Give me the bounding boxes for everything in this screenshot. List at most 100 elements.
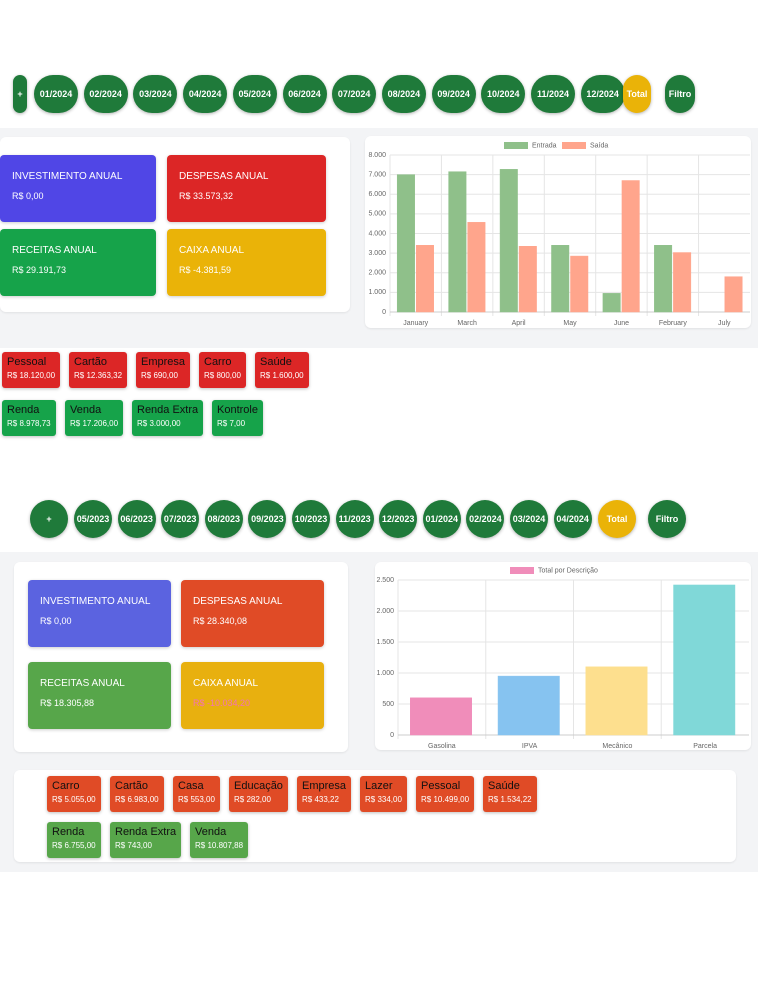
category-tag[interactable]: Lazer R$ 334,00 [360, 776, 407, 812]
period-button[interactable]: 12/2024 [580, 75, 625, 113]
chart: 0 500 1.000 1.500 2.000 2.500 Gasolina IPVA Mecâ… [376, 567, 749, 750]
period-button[interactable]: 02/2024 [83, 75, 128, 113]
period-button[interactable]: 06/2023 [117, 500, 156, 538]
category-tag[interactable]: Venda R$ 17.206,00 [65, 400, 124, 436]
period-button[interactable]: 10/2024 [481, 75, 526, 113]
category-tag[interactable]: Pessoal R$ 18.120,00 [2, 352, 61, 388]
tag-name: Carro [204, 356, 232, 368]
tag-name: Carro [52, 780, 80, 792]
period-button[interactable]: 02/2024 [466, 500, 505, 538]
period-button[interactable]: 04/2024 [183, 75, 228, 113]
legend-swatch [562, 142, 586, 149]
tag-value: R$ 17.206,00 [70, 419, 119, 428]
period-button[interactable]: 12/2023 [379, 500, 418, 538]
period-button[interactable]: 10/2023 [292, 500, 330, 538]
bar [654, 245, 673, 313]
tag-name: Renda Extra [115, 826, 177, 838]
category-tag[interactable]: Educação R$ 282,00 [229, 776, 288, 812]
period-button[interactable]: + [13, 75, 27, 113]
tag-value: R$ 282,00 [234, 795, 271, 804]
category-tag[interactable]: Renda Extra R$ 3.000,00 [132, 400, 204, 436]
x-tick-label: Gasolina [428, 743, 456, 750]
period-button[interactable]: 08/2024 [381, 75, 426, 113]
period-button[interactable]: 05/2023 [74, 500, 112, 538]
tag-name: Pessoal [421, 780, 461, 792]
summary-card: CAIXA ANUAL R$ -10.034,20 [181, 662, 324, 729]
period-button[interactable]: Filtro [648, 500, 686, 538]
category-tag[interactable]: Saúde R$ 1.534,22 [483, 776, 537, 812]
period-button[interactable]: 05/2024 [232, 75, 277, 113]
summary-card: RECEITAS ANUAL R$ 29.191,73 [0, 229, 156, 296]
period-button[interactable]: 07/2023 [161, 500, 200, 538]
y-tick-label: 7.000 [368, 171, 386, 178]
tag-value: R$ 5.055,00 [52, 795, 96, 804]
card-title: DESPESAS ANUAL [179, 171, 269, 182]
period-button[interactable]: 08/2023 [204, 500, 243, 538]
card-title: CAIXA ANUAL [179, 245, 245, 256]
x-tick-label: Mecânico [602, 743, 632, 750]
period-button[interactable]: 07/2024 [332, 75, 377, 113]
category-tag[interactable]: Pessoal R$ 10.499,00 [416, 776, 475, 812]
period-button[interactable]: 01/2024 [422, 500, 461, 538]
y-tick-label: 2.500 [376, 577, 394, 584]
y-tick-label: 1.000 [368, 289, 386, 296]
period-button[interactable]: Total [623, 75, 651, 113]
y-tick-label: 0 [382, 309, 386, 316]
period-button[interactable]: Filtro [665, 75, 695, 113]
legend-swatch [504, 142, 528, 149]
y-tick-label: 6.000 [368, 191, 386, 198]
x-tick-label: July [718, 320, 731, 327]
category-tag[interactable]: Renda R$ 8.978,73 [2, 400, 56, 436]
category-tag[interactable]: Carro R$ 5.055,00 [47, 776, 101, 812]
card-value: R$ 33.573,32 [179, 191, 234, 201]
card-value: R$ 28.340,08 [193, 616, 248, 626]
period-button[interactable]: 03/2024 [510, 500, 548, 538]
period-button[interactable]: 03/2024 [133, 75, 178, 113]
tag-name: Cartão [74, 356, 108, 368]
tag-value: R$ 6.755,00 [52, 841, 96, 850]
tag-name: Venda [195, 826, 227, 838]
category-tag[interactable]: Empresa R$ 690,00 [136, 352, 191, 388]
period-button[interactable]: 11/2023 [335, 500, 374, 538]
category-tag[interactable]: Casa R$ 553,00 [173, 776, 220, 812]
period-button[interactable]: 01/2024 [34, 75, 78, 113]
bar [518, 246, 537, 313]
summary-card: INVESTIMENTO ANUAL R$ 0,00 [28, 580, 171, 647]
category-tag[interactable]: Renda R$ 6.755,00 [47, 822, 101, 858]
tag-value: R$ 743,00 [115, 841, 152, 850]
summary-card: CAIXA ANUAL R$ -4.381,59 [167, 229, 326, 296]
category-tag[interactable]: Kontrole R$ 7,00 [212, 400, 263, 436]
category-tag[interactable]: Carro R$ 800,00 [199, 352, 246, 388]
tag-name: Lazer [365, 780, 393, 792]
period-button[interactable]: + [30, 500, 68, 538]
bar [673, 584, 736, 736]
y-tick-label: 500 [382, 701, 394, 708]
period-button[interactable]: 04/2024 [553, 500, 592, 538]
period-button[interactable]: 06/2024 [282, 75, 327, 113]
category-tag[interactable]: Saúde R$ 1.600,00 [255, 352, 309, 388]
category-tag[interactable]: Empresa R$ 433,22 [297, 776, 352, 812]
bar [673, 252, 692, 313]
tag-value: R$ 12.363,32 [74, 371, 123, 380]
tag-name: Pessoal [7, 356, 47, 368]
period-button[interactable]: 09/2023 [248, 500, 287, 538]
tag-name: Cartão [115, 780, 149, 792]
y-tick-label: 2.000 [368, 270, 386, 277]
tag-value: R$ 800,00 [204, 371, 241, 380]
tag-value: R$ 6.983,00 [115, 795, 159, 804]
legend-label: Entrada [532, 142, 557, 149]
period-button[interactable]: 11/2024 [531, 75, 575, 113]
x-tick-label: April [512, 320, 526, 327]
period-button[interactable]: Total [598, 500, 636, 538]
category-tag[interactable]: Cartão R$ 12.363,32 [69, 352, 128, 388]
period-button[interactable]: 09/2024 [431, 75, 476, 113]
y-tick-label: 0 [390, 732, 394, 739]
category-tag[interactable]: Venda R$ 10.807,88 [190, 822, 249, 858]
category-tag[interactable]: Renda Extra R$ 743,00 [110, 822, 182, 858]
y-tick-label: 1.500 [376, 639, 394, 646]
y-tick-label: 4.000 [368, 230, 386, 237]
category-tag[interactable]: Cartão R$ 6.983,00 [110, 776, 164, 812]
tag-name: Empresa [302, 780, 347, 792]
tag-name: Kontrole [217, 404, 258, 416]
